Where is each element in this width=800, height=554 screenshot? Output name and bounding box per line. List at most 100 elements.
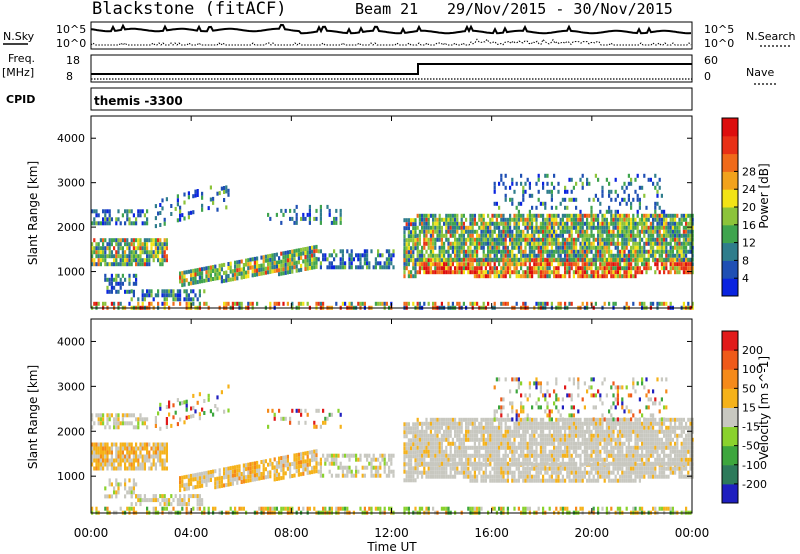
heat-cell <box>462 461 465 466</box>
heat-cell <box>119 221 122 226</box>
heat-cell <box>234 469 237 474</box>
heat-cell <box>491 257 494 262</box>
heat-cell <box>234 477 237 482</box>
heat-cell <box>500 221 503 226</box>
heat-cell <box>500 253 503 258</box>
heat-cell <box>304 408 307 413</box>
heat-cell <box>434 221 437 226</box>
heat-cell <box>91 442 94 447</box>
heat-cell <box>590 229 593 234</box>
heat-cell <box>132 450 135 455</box>
heat-cell <box>407 470 410 475</box>
heat-cell <box>513 445 516 450</box>
heat-cell <box>434 253 437 258</box>
heat-cell <box>245 475 248 480</box>
heat-cell <box>128 277 131 282</box>
heat-cell <box>680 217 683 222</box>
heat-cell <box>366 465 369 470</box>
heat-cell <box>572 257 575 262</box>
heat-cell <box>473 441 476 446</box>
heat-cell <box>601 257 604 262</box>
heat-cell <box>414 270 417 275</box>
heat-cell <box>594 266 597 271</box>
heat-cell <box>128 246 131 251</box>
heat-cell <box>447 221 450 226</box>
heat-cell <box>504 441 507 446</box>
heat-cell <box>185 415 188 420</box>
heat-cell <box>203 278 206 283</box>
heat-cell <box>548 270 551 275</box>
heat-cell <box>581 213 584 218</box>
heat-cell <box>119 281 122 286</box>
heat-cell <box>117 490 120 495</box>
heat-cell <box>605 270 608 275</box>
heat-cell <box>566 225 569 230</box>
heat-cell <box>660 209 663 214</box>
velocity-data <box>91 377 694 515</box>
heat-cell <box>377 469 380 474</box>
heat-cell <box>531 205 534 210</box>
heat-cell <box>289 262 292 266</box>
heat-cell <box>502 397 505 402</box>
heat-cell <box>460 237 463 242</box>
heat-cell <box>253 264 256 269</box>
heat-cell <box>106 506 109 511</box>
heat-cell <box>434 229 437 234</box>
heat-cell <box>355 265 358 270</box>
heat-cell <box>647 229 650 234</box>
heat-cell <box>568 197 571 202</box>
heat-cell <box>183 502 186 507</box>
heat-cell <box>456 425 459 430</box>
heat-cell <box>113 262 116 267</box>
heat-cell <box>361 253 364 258</box>
heat-cell <box>557 274 560 279</box>
noise-axis-right-bottom: 10^0 <box>704 37 734 50</box>
heat-cell <box>482 249 485 254</box>
heat-cell <box>577 237 580 242</box>
heat-cell <box>500 405 503 410</box>
heat-cell <box>418 453 421 458</box>
heat-cell <box>319 469 322 474</box>
heat-cell <box>680 253 683 258</box>
heat-cell <box>293 208 296 213</box>
heat-cell <box>159 454 162 459</box>
heat-cell <box>489 262 492 267</box>
heat-cell <box>500 217 503 222</box>
heat-cell <box>491 453 494 458</box>
heat-cell <box>590 225 593 230</box>
heat-cell <box>150 250 153 255</box>
heat-cell <box>627 266 630 271</box>
heat-cell <box>152 462 155 467</box>
heat-cell <box>495 466 498 471</box>
heat-cell <box>388 453 391 458</box>
heat-cell <box>126 421 129 426</box>
heat-cell <box>462 233 465 238</box>
heat-cell <box>652 257 655 262</box>
heat-cell <box>471 433 474 438</box>
heat-cell <box>284 471 287 476</box>
heat-cell <box>128 413 131 418</box>
heat-cell <box>289 416 292 421</box>
heat-cell <box>636 173 639 178</box>
heat-cell <box>445 221 448 226</box>
heat-cell <box>649 233 652 238</box>
heat-cell <box>115 258 118 263</box>
heat-cell <box>410 454 413 459</box>
heat-cell <box>377 253 380 258</box>
heat-cell <box>454 470 457 475</box>
heat-cell <box>146 458 149 463</box>
heat-cell <box>410 446 413 451</box>
heat-cell <box>445 217 448 222</box>
heat-cell <box>328 469 331 474</box>
noise-axis-bottom: 10^0 <box>56 37 86 50</box>
heat-cell <box>454 270 457 275</box>
heat-cell <box>403 442 406 447</box>
heat-cell <box>471 466 474 471</box>
heat-cell <box>172 293 175 298</box>
heat-cell <box>570 245 573 250</box>
heat-cell <box>179 301 182 306</box>
heat-cell <box>141 258 144 263</box>
heat-cell <box>652 217 655 222</box>
heat-cell <box>429 225 432 230</box>
heat-cell <box>163 238 166 243</box>
